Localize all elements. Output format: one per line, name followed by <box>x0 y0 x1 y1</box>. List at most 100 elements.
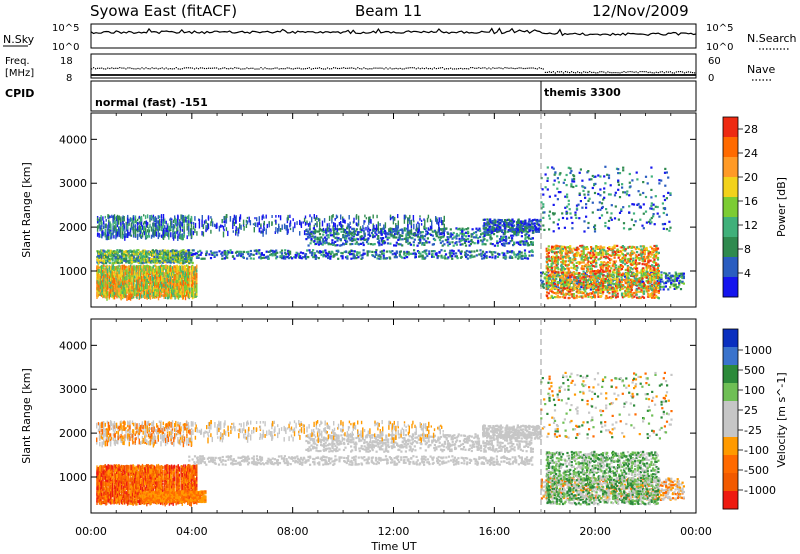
range-cell <box>138 233 141 237</box>
range-cell <box>133 283 136 289</box>
range-cell <box>106 279 109 285</box>
range-cell <box>482 242 485 246</box>
range-cell <box>348 250 352 253</box>
range-cell <box>440 233 443 236</box>
range-cell <box>519 220 522 223</box>
range-cell <box>289 250 292 253</box>
range-cell <box>270 249 273 252</box>
range-cell <box>175 265 177 268</box>
range-cell <box>348 234 351 237</box>
range-cell <box>526 257 530 260</box>
range-cell <box>171 218 173 221</box>
range-cell <box>187 249 190 252</box>
range-cell <box>537 230 541 233</box>
nave-point <box>240 68 242 70</box>
range-cell <box>165 259 168 262</box>
range-cell <box>247 252 250 256</box>
range-cell <box>205 250 208 253</box>
range-cell <box>511 228 514 231</box>
range-cell <box>222 225 225 230</box>
range-cell <box>143 231 146 236</box>
range-cell <box>162 214 165 218</box>
range-cell <box>129 254 132 257</box>
range-cell <box>242 223 245 227</box>
range-cell <box>357 231 360 234</box>
range-cell <box>142 273 144 279</box>
range-cell <box>177 266 180 271</box>
range-cell <box>366 250 369 253</box>
range-cell <box>113 235 115 239</box>
range-cell <box>406 240 409 243</box>
range-cell <box>326 252 329 255</box>
nave-point <box>306 67 308 69</box>
range-cell <box>176 255 179 258</box>
nave-point <box>197 68 200 70</box>
range-cell <box>389 257 392 260</box>
range-cell <box>139 233 142 239</box>
range-cell <box>355 222 358 227</box>
nave-point <box>601 71 603 73</box>
range-cell <box>388 236 391 239</box>
range-cell <box>349 221 351 225</box>
range-cell <box>252 253 255 256</box>
range-cell <box>308 249 311 252</box>
range-cell <box>167 233 169 238</box>
range-cell <box>97 286 99 292</box>
freq-label: Freq. <box>5 56 30 67</box>
nave-point <box>496 67 498 69</box>
nave-point <box>657 72 659 74</box>
range-cell <box>113 277 116 283</box>
range-cell <box>156 256 159 259</box>
range-cell <box>174 260 178 263</box>
range-cell <box>185 217 187 223</box>
range-cell <box>120 249 123 252</box>
range-cell <box>101 227 103 232</box>
nave-point <box>637 72 639 74</box>
range-cell <box>246 216 249 219</box>
range-cell <box>462 238 466 241</box>
range-cell <box>103 261 106 264</box>
range-cell <box>153 250 156 253</box>
range-cell <box>523 223 526 226</box>
range-cell <box>164 260 167 263</box>
range-cell <box>118 280 120 286</box>
range-cell <box>346 240 349 243</box>
range-cell <box>258 249 261 252</box>
range-cell <box>438 221 440 227</box>
range-cell <box>314 223 317 226</box>
range-cell <box>118 228 120 235</box>
range-cell <box>424 251 427 254</box>
range-cell <box>104 277 107 283</box>
range-cell <box>175 249 178 252</box>
range-cell <box>303 230 306 236</box>
range-cell <box>120 233 122 239</box>
range-cell <box>179 231 181 237</box>
range-cell <box>136 233 139 239</box>
range-cell <box>507 221 510 225</box>
range-cell <box>410 223 413 229</box>
range-cell <box>225 255 228 258</box>
range-cell <box>376 214 378 219</box>
range-cell <box>505 221 508 224</box>
range-cell <box>157 220 159 224</box>
range-cell <box>194 283 196 290</box>
range-cell <box>174 285 176 289</box>
range-cell <box>153 255 156 258</box>
range-cell <box>302 252 305 255</box>
range-cell <box>534 229 537 232</box>
range-cell <box>151 269 154 272</box>
range-cell <box>334 232 337 236</box>
range-cell <box>194 266 196 273</box>
range-cell <box>131 257 134 261</box>
range-cell <box>145 289 147 296</box>
range-cell <box>105 223 107 229</box>
range-cell <box>530 241 533 244</box>
range-cell <box>154 273 156 278</box>
range-cell <box>341 224 343 229</box>
range-cell <box>156 287 158 293</box>
range-cell <box>351 234 354 237</box>
range-cell <box>104 268 107 274</box>
range-cell <box>178 288 181 293</box>
range-cell <box>419 239 422 243</box>
range-cell <box>255 252 258 255</box>
